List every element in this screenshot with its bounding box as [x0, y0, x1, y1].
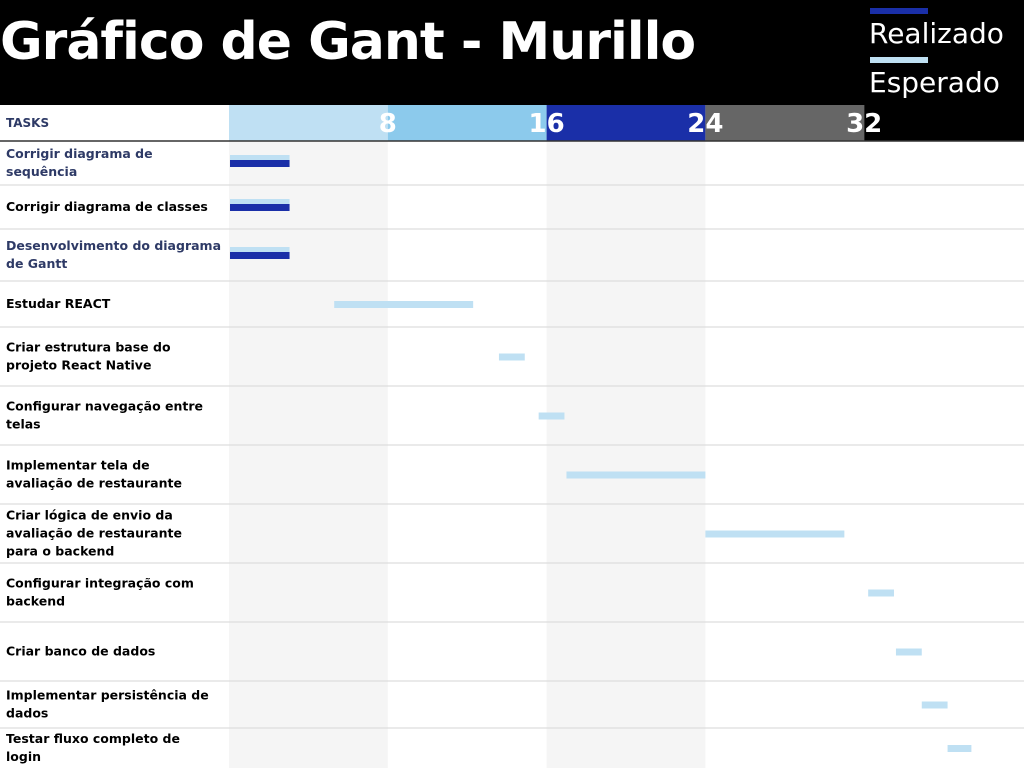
chart-title: Gráfico de Gant - Murillo	[0, 12, 696, 72]
task-label-line: Desenvolvimento do diagrama	[6, 238, 221, 253]
task-label: Desenvolvimento do diagrama de Gantt	[6, 238, 221, 271]
bar-realizado	[230, 204, 290, 211]
time-band-1	[229, 105, 388, 141]
task-label-line: Configurar integração com	[6, 576, 194, 591]
gantt-chart: TASKS 8 16 24 32 Corrigir diagrama de sequênci…	[0, 105, 1024, 768]
task-label-line: dados	[6, 706, 48, 721]
task-label-line: Implementar tela de	[6, 458, 150, 473]
task-label: Implementar persistência de dados	[6, 688, 209, 721]
task-label-line: telas	[6, 417, 41, 432]
task-label-line: projeto React Native	[6, 358, 151, 373]
task-label: Configurar navegação entre telas	[6, 399, 203, 432]
task-label-line: Configurar navegação entre	[6, 399, 203, 414]
column-shade-1	[229, 141, 388, 768]
tick-label-24: 24	[687, 109, 723, 139]
bar-esperado	[334, 301, 474, 308]
tick-label-8: 8	[379, 109, 397, 139]
task-label-line: Testar fluxo completo de	[6, 731, 180, 746]
task-label-line: de Gantt	[6, 256, 67, 271]
bar-realizado	[230, 160, 290, 167]
task-label: Criar lógica de envio da avaliação de res…	[6, 508, 182, 559]
time-band-2	[387, 105, 547, 141]
legend-swatch-esperado	[870, 57, 928, 63]
task-label-line: Estudar REACT	[6, 296, 111, 311]
bar-esperado	[921, 701, 948, 709]
bar-esperado	[538, 412, 565, 420]
task-label-line: Criar banco de dados	[6, 644, 155, 659]
bar-esperado	[566, 471, 706, 479]
bar-esperado	[947, 745, 972, 752]
task-label-line: backend	[6, 594, 65, 609]
task-label-line: Corrigir diagrama de	[6, 146, 153, 161]
legend-label-realizado: Realizado	[869, 17, 1004, 50]
task-label-line: Criar lógica de envio da	[6, 508, 173, 523]
task-label-line: Implementar persistência de	[6, 688, 209, 703]
task-label: Configurar integração com backend	[6, 576, 194, 609]
bar-esperado	[230, 155, 290, 160]
task-label: Corrigir diagrama de sequência	[6, 146, 153, 179]
time-band-3	[546, 105, 706, 141]
task-label: Criar estrutura base do projeto React Nat…	[6, 340, 171, 373]
task-label-line: login	[6, 749, 41, 764]
task-label-line: sequência	[6, 164, 77, 179]
legend-swatch-realizado	[870, 8, 928, 14]
tick-label-32: 32	[846, 109, 882, 139]
column-shade-2	[546, 141, 706, 768]
bar-esperado	[705, 530, 845, 538]
task-label-line: Criar estrutura base do	[6, 340, 171, 355]
time-band-4	[705, 105, 865, 141]
task-label: Testar fluxo completo de login	[6, 731, 180, 764]
bar-realizado	[230, 252, 290, 259]
task-label-line: para o backend	[6, 544, 114, 559]
task-label-line: avaliação de restaurante	[6, 526, 182, 541]
bar-esperado	[230, 247, 290, 252]
tasks-header-label: TASKS	[6, 116, 49, 130]
bar-esperado	[498, 353, 525, 361]
bar-esperado	[895, 648, 922, 656]
task-label: Estudar REACT	[6, 296, 111, 311]
tick-label-16: 16	[529, 109, 565, 139]
task-label: Implementar tela de avaliação de restaura…	[6, 458, 182, 491]
bar-esperado	[230, 199, 290, 204]
bar-esperado	[868, 589, 894, 597]
task-label: Criar banco de dados	[6, 644, 155, 659]
task-label: Corrigir diagrama de classes	[6, 199, 208, 214]
tasks-header-cell	[0, 105, 229, 141]
time-band-tail	[864, 105, 1024, 141]
legend-label-esperado: Esperado	[869, 66, 1000, 99]
task-label-line: avaliação de restaurante	[6, 476, 182, 491]
chart-header: Gráfico de Gant - Murillo Realizado Espe…	[0, 0, 1024, 105]
task-label-line: Corrigir diagrama de classes	[6, 199, 208, 214]
